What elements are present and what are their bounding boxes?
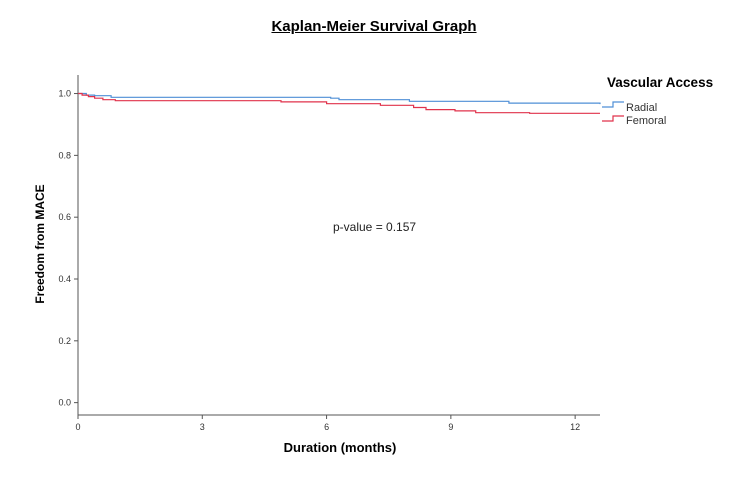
legend-title: Vascular Access bbox=[607, 75, 714, 90]
legend-swatch-radial bbox=[602, 101, 624, 108]
y-tick-label: 0.4 bbox=[58, 274, 71, 284]
x-tick-label: 9 bbox=[448, 422, 453, 432]
p-value-annotation: p-value = 0.157 bbox=[333, 220, 417, 234]
x-tick-label: 3 bbox=[200, 422, 205, 432]
legend-label-femoral: Femoral bbox=[626, 115, 667, 127]
chart-title: Kaplan-Meier Survival Graph bbox=[271, 18, 477, 35]
survival-curve-radial bbox=[78, 92, 601, 105]
y-tick-label: 0.0 bbox=[58, 398, 71, 408]
survival-curve-femoral bbox=[78, 92, 600, 114]
x-tick-label: 0 bbox=[75, 422, 80, 432]
y-tick-label: 0.8 bbox=[58, 150, 71, 160]
axes: 0.0 0.2 0.4 0.6 0.8 1.0 0 3 6 9 12 bbox=[58, 75, 600, 432]
legend-marks bbox=[602, 101, 624, 122]
y-tick-label: 0.6 bbox=[58, 212, 71, 222]
x-axis-label: Duration (months) bbox=[283, 440, 397, 455]
x-tick-label: 6 bbox=[324, 422, 329, 432]
legend-swatch-femoral bbox=[602, 115, 624, 122]
x-tick-label: 12 bbox=[570, 422, 580, 432]
y-tick-label: 1.0 bbox=[58, 89, 71, 99]
y-tick-label: 0.2 bbox=[58, 336, 71, 346]
survival-curves bbox=[78, 92, 601, 114]
legend-label-radial: Radial bbox=[626, 102, 658, 114]
